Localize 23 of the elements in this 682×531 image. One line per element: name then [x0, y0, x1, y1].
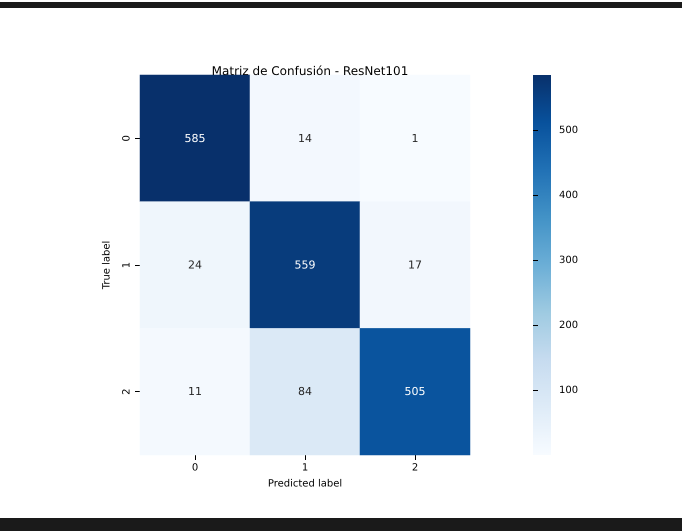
x-tick-label: 1 — [302, 462, 308, 474]
x-axis-title: Predicted label — [268, 478, 342, 490]
color-bar-label: 300 — [559, 254, 578, 266]
data-label: 17 — [408, 258, 422, 272]
data-label: 559 — [294, 258, 316, 272]
data-label: 1 — [412, 132, 418, 145]
chart-title: Matriz de Confusión - ResNet101 — [212, 64, 408, 78]
x-tick-label: 0 — [192, 462, 198, 474]
color-bar-label: 400 — [559, 190, 578, 201]
color-bar-label: 100 — [559, 385, 578, 396]
x-tick-label: 2 — [412, 462, 418, 474]
data-label: 585 — [184, 132, 206, 145]
data-label: 11 — [188, 385, 202, 398]
y-tick-label: 0 — [122, 135, 132, 142]
y-tick-label: 2 — [122, 388, 132, 395]
color-bar-label: 500 — [559, 124, 578, 136]
data-label: 505 — [404, 385, 426, 398]
color-bar-label: 200 — [559, 320, 578, 332]
y-tick-label: 1 — [122, 262, 132, 268]
data-label: 24 — [188, 258, 202, 272]
y-axis-title: True label — [102, 240, 112, 290]
data-label: 14 — [298, 132, 312, 145]
data-label: 84 — [298, 385, 312, 398]
